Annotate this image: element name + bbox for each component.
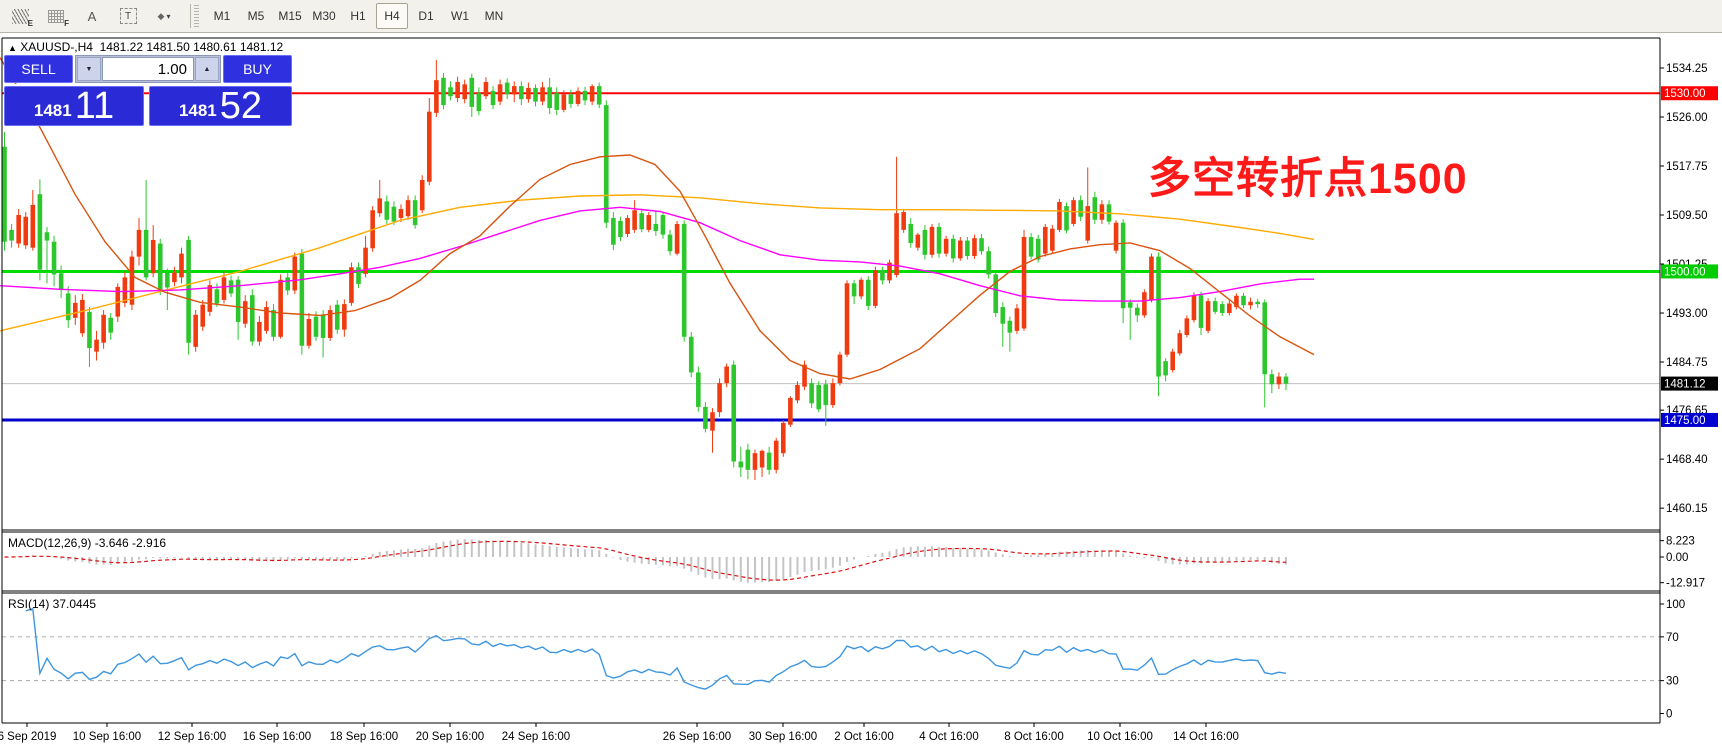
- timeframe-button-h1[interactable]: H1: [350, 9, 366, 23]
- svg-text:1500.00: 1500.00: [1664, 266, 1706, 278]
- svg-text:100: 100: [1666, 599, 1685, 611]
- timeframe-button-m30[interactable]: M30: [312, 9, 336, 23]
- sell-price-main: 1481: [33, 101, 72, 120]
- quote-high: 1481.50: [146, 40, 190, 54]
- ma-mid: [0, 206, 1314, 302]
- macd-indicator-label: MACD(12,26,9) -3.646 -2.916: [8, 536, 167, 550]
- sell-price-pips: 11: [74, 85, 115, 127]
- svg-text:26 Sep 16:00: 26 Sep 16:00: [663, 731, 731, 743]
- svg-text:18 Sep 16:00: 18 Sep 16:00: [330, 731, 398, 743]
- text-label-icon[interactable]: A: [87, 8, 97, 24]
- svg-text:1475.00: 1475.00: [1664, 415, 1706, 427]
- sell-price-box[interactable]: 1481 11: [4, 86, 144, 126]
- timeframe-button-h4[interactable]: H4: [376, 3, 408, 29]
- timeframe-button-w1[interactable]: W1: [451, 9, 469, 23]
- sell-button[interactable]: SELL: [4, 55, 73, 86]
- svg-text:6 Sep 2019: 6 Sep 2019: [0, 731, 56, 743]
- svg-text:1484.75: 1484.75: [1666, 357, 1708, 369]
- timeframe-button-m1[interactable]: M1: [213, 9, 231, 23]
- svg-text:30: 30: [1666, 676, 1679, 688]
- chevron-up-icon: ▲: [203, 65, 211, 73]
- buy-price-main: 1481: [178, 101, 217, 120]
- ma-slow: [0, 194, 1315, 332]
- svg-text:1460.15: 1460.15: [1666, 503, 1708, 515]
- volume-decrease-button[interactable]: ▼: [77, 57, 101, 81]
- chart-surface[interactable]: 1534.251526.001517.751509.501501.251493.…: [0, 33, 1722, 748]
- chart-annotation-text: 多空转折点1500: [1148, 155, 1468, 203]
- svg-text:-12.917: -12.917: [1666, 578, 1705, 590]
- buy-price-box[interactable]: 1481 52: [149, 86, 292, 126]
- svg-text:24 Sep 16:00: 24 Sep 16:00: [502, 731, 570, 743]
- svg-text:1534.25: 1534.25: [1666, 63, 1708, 75]
- toolbar-grip[interactable]: [194, 5, 199, 27]
- svg-text:16 Sep 16:00: 16 Sep 16:00: [243, 731, 311, 743]
- svg-text:10 Sep 16:00: 10 Sep 16:00: [73, 731, 141, 743]
- one-click-trade-panel: SELL ▼ ▲ BUY 1481 11 1481 52: [4, 55, 292, 126]
- quote-low: 1480.61: [193, 40, 237, 54]
- svg-text:4 Oct 16:00: 4 Oct 16:00: [919, 731, 978, 743]
- volume-increase-button[interactable]: ▲: [195, 57, 219, 81]
- symbol-name: XAUUSD-,H4: [20, 40, 93, 54]
- timeframe-button-m15[interactable]: M15: [278, 9, 302, 23]
- quote-close: 1481.12: [239, 40, 284, 54]
- timeframe-group: M1 M5 M15 M30 H1 H4 D1 W1 MN: [205, 3, 511, 29]
- timeframe-button-d1[interactable]: D1: [418, 9, 434, 23]
- time-axis[interactable]: 6 Sep 2019 10 Sep 16:00 12 Sep 16:00 16 Sep…: [0, 731, 1239, 743]
- svg-text:1481.12: 1481.12: [1664, 379, 1706, 391]
- svg-text:1530.00: 1530.00: [1664, 88, 1706, 100]
- quote-open: 1481.22: [99, 40, 144, 54]
- svg-text:0.00: 0.00: [1666, 552, 1688, 564]
- ma-fast: [0, 57, 1315, 380]
- buy-button[interactable]: BUY: [223, 55, 292, 86]
- svg-text:1509.50: 1509.50: [1666, 210, 1708, 222]
- svg-text:20 Sep 16:00: 20 Sep 16:00: [416, 731, 484, 743]
- svg-text:1526.00: 1526.00: [1666, 112, 1708, 124]
- chevron-down-icon: ▼: [85, 65, 93, 73]
- collapse-marker-icon[interactable]: ▲: [8, 43, 17, 53]
- svg-text:0: 0: [1666, 709, 1672, 721]
- svg-text:12 Sep 16:00: 12 Sep 16:00: [158, 731, 226, 743]
- symbol-title: ▲ XAUUSD-,H4 1481.22 1481.50 1480.61 148…: [8, 40, 283, 54]
- price-axis[interactable]: 1534.251526.001517.751509.501501.251493.…: [1661, 63, 1718, 721]
- indicators-icon[interactable]: E: [4, 2, 36, 30]
- volume-spinner: ▼ ▲: [75, 55, 221, 83]
- svg-text:8 Oct 16:00: 8 Oct 16:00: [1004, 731, 1063, 743]
- objects-icon[interactable]: ◆ ▾: [157, 10, 171, 21]
- svg-text:14 Oct 16:00: 14 Oct 16:00: [1173, 731, 1239, 743]
- svg-text:2 Oct 16:00: 2 Oct 16:00: [834, 731, 893, 743]
- text-box-icon[interactable]: T: [112, 2, 144, 30]
- volume-input[interactable]: [102, 57, 194, 81]
- rsi-indicator-label: RSI(14) 37.0445: [8, 597, 97, 611]
- chevron-down-icon: ▾: [166, 11, 171, 21]
- svg-text:70: 70: [1666, 632, 1679, 644]
- toolbar-separator: [190, 4, 191, 28]
- svg-text:10 Oct 16:00: 10 Oct 16:00: [1087, 731, 1153, 743]
- svg-text:30 Sep 16:00: 30 Sep 16:00: [749, 731, 817, 743]
- svg-text:1517.75: 1517.75: [1666, 161, 1708, 173]
- chart-canvas[interactable]: 1534.251526.001517.751509.501501.251493.…: [0, 33, 1722, 748]
- timeframe-button-m5[interactable]: M5: [247, 9, 265, 23]
- timeframe-button-mn[interactable]: MN: [484, 9, 504, 23]
- svg-text:8.223: 8.223: [1666, 536, 1695, 548]
- toolbar: E F A T ◆ ▾ M1 M5 M15 M30 H1 H4 D1 W1 MN: [0, 0, 1722, 33]
- svg-text:1493.00: 1493.00: [1666, 308, 1708, 320]
- grid-icon[interactable]: F: [40, 2, 72, 30]
- svg-text:1468.40: 1468.40: [1666, 454, 1708, 466]
- buy-price-pips: 52: [219, 85, 263, 127]
